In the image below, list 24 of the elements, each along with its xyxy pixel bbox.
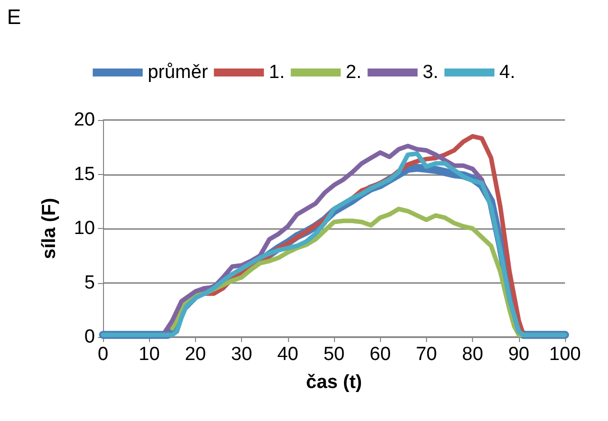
x-tick-label: 100 xyxy=(549,344,581,365)
x-tick-label: 80 xyxy=(462,344,484,365)
y-tick-label: 0 xyxy=(84,326,95,348)
x-tick-label: 0 xyxy=(98,344,108,365)
legend-label: 3. xyxy=(422,62,438,83)
x-tick-label: 50 xyxy=(323,344,345,365)
y-tick-label: 5 xyxy=(84,272,95,294)
chart-title: E xyxy=(7,6,22,29)
y-tick-label: 15 xyxy=(74,164,95,185)
legend-label: průměr xyxy=(148,62,209,83)
y-axis-title: síla (F) xyxy=(39,198,60,260)
x-tick-label: 90 xyxy=(508,344,530,365)
legend-label: 2. xyxy=(346,62,362,83)
x-tick-label: 30 xyxy=(231,344,252,365)
x-tick-label: 10 xyxy=(138,344,160,365)
y-tick-label: 10 xyxy=(74,218,95,239)
legend-label: 4. xyxy=(499,62,516,83)
x-tick-label: 20 xyxy=(184,344,206,365)
x-tick-label: 60 xyxy=(370,344,391,365)
legend-label: 1. xyxy=(268,62,285,83)
x-axis-title: čas (t) xyxy=(306,372,362,393)
x-tick-label: 70 xyxy=(416,344,437,365)
x-tick-label: 40 xyxy=(277,344,298,365)
y-tick-label: 20 xyxy=(74,110,95,130)
